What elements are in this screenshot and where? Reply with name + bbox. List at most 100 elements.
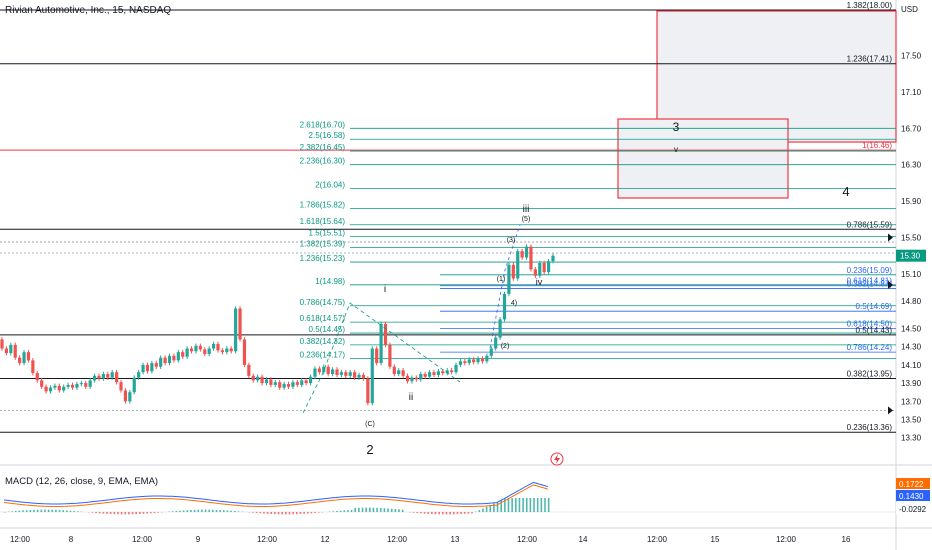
candle-body <box>546 261 551 273</box>
candle-body <box>225 348 229 353</box>
macd-histogram-bar <box>233 511 236 512</box>
macd-histogram-bar <box>412 512 415 513</box>
macd-histogram-bar <box>372 507 375 512</box>
candle-body <box>167 355 172 364</box>
candle-body <box>357 374 361 378</box>
macd-histogram-bar <box>456 512 459 515</box>
macd-histogram-bar <box>343 510 346 512</box>
macd-histogram-bar <box>270 512 273 515</box>
candle-body <box>181 352 185 357</box>
fib-level-label-right: 0.618(14.81) <box>847 277 893 286</box>
macd-histogram-bar <box>347 510 349 512</box>
candle-body <box>207 348 211 354</box>
candle-body <box>141 364 145 373</box>
candle-body <box>331 369 335 374</box>
macd-histogram-bar <box>11 511 13 512</box>
macd-histogram-bar <box>25 510 28 512</box>
candle-body <box>260 376 264 384</box>
candle-body <box>154 363 158 367</box>
time-axis-tick: 12 <box>321 535 330 544</box>
macd-histogram-bar <box>186 510 189 512</box>
candle-body <box>339 372 344 375</box>
time-axis-tick: 15 <box>711 535 720 544</box>
last-price-badge <box>896 249 926 262</box>
candle-body <box>322 366 326 373</box>
fib-level-label-left: 1.786(15.82) <box>300 200 346 209</box>
macd-histogram-bar <box>193 509 196 512</box>
candle-body <box>44 386 48 392</box>
lightning-icon-glyph <box>554 454 560 464</box>
candle-body <box>4 348 9 354</box>
macd-histogram-bar <box>66 510 68 512</box>
macd-histogram-bar <box>310 512 313 514</box>
macd-histogram-bar <box>314 512 316 513</box>
fib-level-label-right: 1.382(18.00) <box>847 1 893 10</box>
macd-histogram-bar <box>252 512 254 513</box>
candle-body <box>119 382 123 391</box>
macd-histogram-bar <box>303 512 305 514</box>
time-axis-tick: 12:00 <box>132 535 153 544</box>
candle-body <box>229 348 233 352</box>
candle-body <box>198 345 202 350</box>
fib-level-label-left: 0.5(14.45) <box>309 325 346 334</box>
candle-body <box>128 392 132 402</box>
candle-body <box>22 352 26 364</box>
candle-body <box>494 337 498 349</box>
macd-histogram-bar <box>332 511 335 512</box>
wave-label-3: 3 <box>673 120 680 134</box>
candle-body <box>370 348 374 404</box>
candle-body <box>551 255 555 262</box>
price-axis-tick: 16.70 <box>901 124 922 133</box>
candle-body <box>524 246 529 258</box>
candle-body <box>538 262 542 276</box>
candle-body <box>79 383 83 385</box>
macd-histogram-bar <box>306 512 309 514</box>
macd-histogram-bar <box>201 509 203 512</box>
macd-histogram-bar <box>277 512 280 515</box>
time-axis-tick: 12:00 <box>257 535 278 544</box>
macd-indicator-label: MACD (12, 26, close, 9, EMA, EMA) <box>5 476 159 487</box>
fib-level-label-right: 0.5(14.69) <box>856 302 893 311</box>
fib-level-label-left: 0.786(14.75) <box>300 298 346 307</box>
candle-body <box>242 339 247 365</box>
candle-body <box>308 376 313 384</box>
candle-body <box>344 372 348 376</box>
macd-histogram-bar <box>445 512 448 515</box>
candle-body <box>463 361 467 364</box>
macd-histogram-bar <box>365 507 367 512</box>
macd-histogram-bar <box>533 498 535 512</box>
macd-histogram-bar <box>529 498 532 512</box>
candle-body <box>450 370 454 373</box>
macd-histogram-bar <box>182 510 185 512</box>
macd-histogram-bar <box>504 498 506 512</box>
macd-histogram-bar <box>219 509 221 512</box>
macd-histogram-bar <box>434 512 437 515</box>
macd-histogram-readout: -0.0292 <box>899 505 927 514</box>
candle-body <box>397 370 401 374</box>
macd-histogram-bar <box>230 510 232 512</box>
candle-body <box>18 357 22 364</box>
macd-histogram-bar <box>292 512 294 515</box>
macd-histogram-bar <box>423 512 426 514</box>
macd-histogram-bar <box>190 509 192 512</box>
macd-histogram-bar <box>500 500 502 512</box>
macd-histogram-bar <box>376 507 378 512</box>
time-axis-tick: 12:00 <box>517 535 538 544</box>
time-axis-tick: 13 <box>451 535 460 544</box>
wave-4-target-box <box>617 118 789 199</box>
candle-body <box>317 368 321 373</box>
candle-body <box>291 382 295 387</box>
wave-label-2-minor: (2) <box>501 343 510 350</box>
macd-histogram-bar <box>471 512 473 514</box>
wave-label-i: i <box>384 284 386 295</box>
candle-body <box>454 364 458 373</box>
candle-body <box>401 370 405 376</box>
macd-histogram-bar <box>204 509 207 512</box>
wave-label-c: (C) <box>365 421 375 428</box>
candle-body <box>379 323 383 364</box>
candle-body <box>375 348 379 364</box>
wave-label-3-minor: (3) <box>507 237 516 244</box>
macd-histogram-bar <box>215 509 218 512</box>
macd-line <box>3 481 549 505</box>
